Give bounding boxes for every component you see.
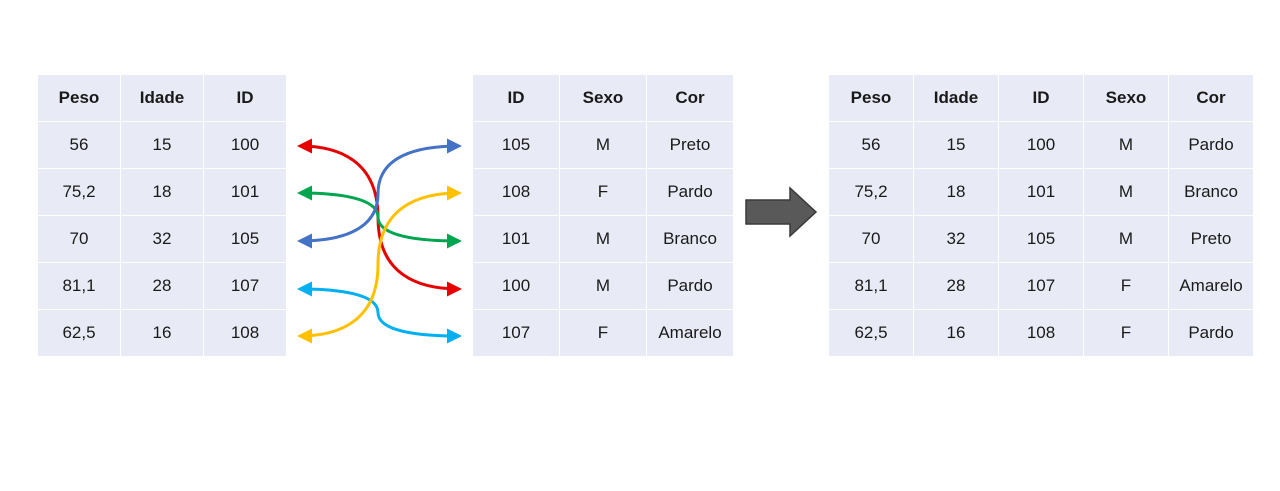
cell: F (1084, 263, 1168, 309)
cell: 107 (473, 310, 559, 356)
connector-108 (297, 185, 462, 344)
table-header-row: Peso Idade ID (38, 75, 286, 121)
cell: 101 (473, 216, 559, 262)
cell: 16 (121, 310, 203, 356)
connector-107 (297, 281, 462, 344)
cell: 75,2 (38, 169, 120, 215)
table-row: 100 M Pardo (473, 263, 733, 309)
cell: 56 (829, 122, 913, 168)
cell: 15 (914, 122, 998, 168)
cell: Pardo (647, 169, 733, 215)
cell: Pardo (1169, 310, 1253, 356)
middle-table: ID Sexo Cor 105 M Preto 108 F Pardo 101 … (472, 74, 734, 357)
cell: 101 (204, 169, 286, 215)
table-row: 75,2 18 101 M Branco (829, 169, 1253, 215)
table-row: 56 15 100 M Pardo (829, 122, 1253, 168)
header-idade: Idade (121, 75, 203, 121)
header-sexo: Sexo (560, 75, 646, 121)
cell: Branco (647, 216, 733, 262)
cell: 18 (121, 169, 203, 215)
cell: M (560, 263, 646, 309)
header-peso: Peso (829, 75, 913, 121)
table-row: 62,5 16 108 F Pardo (829, 310, 1253, 356)
cell: 70 (38, 216, 120, 262)
cell: 32 (914, 216, 998, 262)
cell: 107 (204, 263, 286, 309)
left-table: Peso Idade ID 56 15 100 75,2 18 101 70 3… (37, 74, 287, 357)
cell: F (560, 310, 646, 356)
cell: Pardo (1169, 122, 1253, 168)
cell: 15 (121, 122, 203, 168)
cell: F (1084, 310, 1168, 356)
cell: 105 (204, 216, 286, 262)
cell: 105 (999, 216, 1083, 262)
cell: M (1084, 169, 1168, 215)
cell: 62,5 (829, 310, 913, 356)
cell: 18 (914, 169, 998, 215)
cell: Preto (647, 122, 733, 168)
header-cor: Cor (1169, 75, 1253, 121)
table-row: 75,2 18 101 (38, 169, 286, 215)
table-row: 108 F Pardo (473, 169, 733, 215)
table-row: 70 32 105 (38, 216, 286, 262)
table-row: 107 F Amarelo (473, 310, 733, 356)
cell: 108 (204, 310, 286, 356)
header-id: ID (999, 75, 1083, 121)
cell: Amarelo (647, 310, 733, 356)
table-row: 62,5 16 108 (38, 310, 286, 356)
cell: 28 (914, 263, 998, 309)
cell: 100 (473, 263, 559, 309)
table-row: 105 M Preto (473, 122, 733, 168)
transform-arrow-shape (745, 186, 818, 238)
cell: 70 (829, 216, 913, 262)
table-row: 81,1 28 107 (38, 263, 286, 309)
transform-arrow-icon (745, 186, 818, 238)
cell: 108 (473, 169, 559, 215)
cell: M (1084, 122, 1168, 168)
cell: Amarelo (1169, 263, 1253, 309)
cell: Branco (1169, 169, 1253, 215)
cell: 101 (999, 169, 1083, 215)
header-cor: Cor (647, 75, 733, 121)
header-idade: Idade (914, 75, 998, 121)
header-id: ID (473, 75, 559, 121)
header-id: ID (204, 75, 286, 121)
cell: 100 (204, 122, 286, 168)
cell: 16 (914, 310, 998, 356)
table-row: 101 M Branco (473, 216, 733, 262)
cell: 56 (38, 122, 120, 168)
cell: F (560, 169, 646, 215)
cell: 100 (999, 122, 1083, 168)
table-header-row: ID Sexo Cor (473, 75, 733, 121)
cell: 108 (999, 310, 1083, 356)
cell: Preto (1169, 216, 1253, 262)
cell: 81,1 (38, 263, 120, 309)
cell: M (1084, 216, 1168, 262)
cell: 75,2 (829, 169, 913, 215)
cell: 105 (473, 122, 559, 168)
header-sexo: Sexo (1084, 75, 1168, 121)
cell: 28 (121, 263, 203, 309)
cell: M (560, 216, 646, 262)
table-row: 70 32 105 M Preto (829, 216, 1253, 262)
cell: 81,1 (829, 263, 913, 309)
cell: M (560, 122, 646, 168)
cell: 32 (121, 216, 203, 262)
table-header-row: Peso Idade ID Sexo Cor (829, 75, 1253, 121)
header-peso: Peso (38, 75, 120, 121)
table-row: 81,1 28 107 F Amarelo (829, 263, 1253, 309)
cell: 62,5 (38, 310, 120, 356)
table-row: 56 15 100 (38, 122, 286, 168)
cell: Pardo (647, 263, 733, 309)
result-table: Peso Idade ID Sexo Cor 56 15 100 M Pardo… (828, 74, 1254, 357)
cell: 107 (999, 263, 1083, 309)
